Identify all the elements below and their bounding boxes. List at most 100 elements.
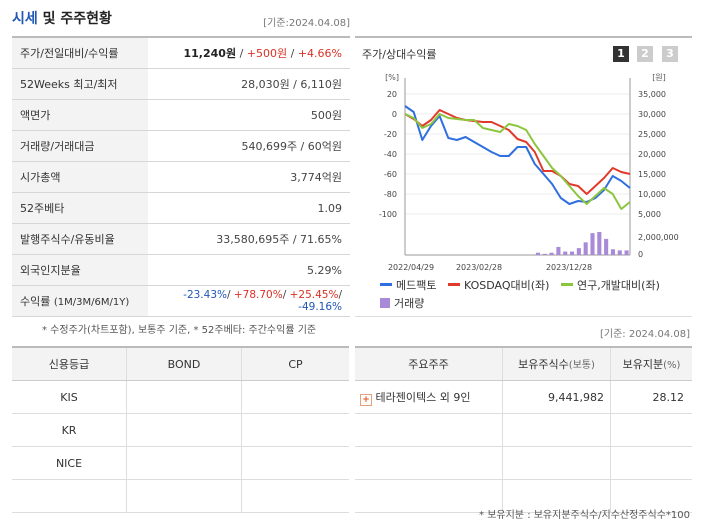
row-label: 외국인지분율	[12, 254, 148, 286]
page-title: 시세 및 주주현황	[12, 11, 112, 27]
right-tick-label: 10,000	[638, 190, 666, 199]
left-tick-label: -20	[384, 130, 397, 139]
volume-tick-label: 2,000,000	[638, 233, 679, 242]
table-row: 52주베타 1.09	[12, 192, 350, 224]
shareholder-table: 주요주주 보유주식수(보통) 보유지분(%) + 테라젠이텍스 외 9인 9,4…	[355, 346, 692, 513]
shares-cell: 9,441,982	[502, 380, 611, 414]
volume-bar	[617, 250, 622, 255]
right-tick-label: 30,000	[638, 110, 666, 119]
column-header: 보유주식수(보통)	[502, 346, 611, 381]
row-label: 52Weeks 최고/최저	[12, 68, 148, 100]
row-label: 액면가	[12, 99, 148, 131]
chart-page-3-button[interactable]: 3	[662, 46, 678, 62]
legend-item: KOSDAQ대비(좌)	[447, 277, 549, 293]
chart-panel	[355, 36, 692, 317]
stake-cell: 28.12	[610, 380, 692, 414]
volume-bar	[590, 233, 595, 255]
volume-bar	[610, 249, 615, 255]
reference-date: [기준:2024.04.08]	[263, 18, 350, 29]
row-label: 거래량/거래대금	[12, 130, 148, 162]
row-value: 28,030원 / 6,110원	[148, 68, 350, 100]
chart-title: 주가/상대수익률	[362, 48, 437, 61]
row-value: 3,774억원	[148, 161, 350, 193]
table-row: NICE	[12, 446, 349, 480]
right-tick-label: 25,000	[638, 130, 666, 139]
expand-plus-icon[interactable]: +	[360, 393, 372, 406]
bond-cell	[126, 479, 242, 513]
left-tick-label: -80	[384, 190, 397, 199]
column-header: 주요주주	[355, 346, 503, 381]
series-line	[404, 109, 631, 195]
x-tick-label: 2023/12/28	[546, 263, 592, 272]
volume-bar	[556, 246, 561, 255]
row-label: 발행주식수/유동비율	[12, 223, 148, 255]
row-value: 500원	[148, 99, 350, 131]
right-tick-label: 35,000	[638, 90, 666, 99]
table-row: 액면가 500원	[12, 99, 350, 131]
bond-cell	[126, 380, 242, 414]
legend-swatch	[380, 283, 392, 286]
credit-rating-table: 신용등급 BOND CP KIS KR NICE	[12, 346, 349, 513]
legend-item: 연구,개발대비(좌)	[560, 277, 660, 293]
chart-legend: 메드팩토 KOSDAQ대비(좌) 연구,개발대비(좌) 거래량	[380, 276, 690, 311]
cp-cell	[241, 413, 349, 447]
volume-bar	[542, 253, 547, 255]
table-row	[355, 479, 692, 513]
left-tick-label: -60	[384, 170, 397, 179]
table-header-row: 주요주주 보유주식수(보통) 보유지분(%)	[355, 346, 692, 381]
left-tick-label: 20	[387, 90, 397, 99]
legend-swatch	[380, 297, 390, 308]
row-value: 1.09	[148, 192, 350, 224]
x-tick-label: 2023/02/28	[456, 263, 502, 272]
volume-bar	[576, 248, 581, 255]
row-value: 33,580,695주 / 71.65%	[148, 223, 350, 255]
cp-cell	[241, 446, 349, 480]
table-row	[355, 446, 692, 480]
table-row	[355, 413, 692, 447]
quote-note: * 수정주가(차트포함), 보통주 기준, * 52주베타: 주간수익률 기준	[42, 325, 317, 336]
table-row: KR	[12, 413, 349, 447]
table-row: + 테라젠이텍스 외 9인 9,441,982 28.12	[355, 380, 692, 414]
legend-swatch	[560, 283, 573, 286]
row-label: 수익률 (1M/3M/6M/1Y)	[12, 285, 148, 317]
chart-page-2-button[interactable]: 2	[637, 46, 653, 62]
table-row: 52Weeks 최고/최저 28,030원 / 6,110원	[12, 68, 350, 100]
price-chart: [%] [원] 20 0 -20 -40 -60 -80 -100 35,000 30,000 25,…	[379, 73, 679, 272]
volume-tick-label: 0	[638, 250, 643, 259]
returns-value: -23.43%/ +78.70%/ +25.45%/ -49.16%	[148, 285, 350, 317]
volume-bar	[624, 250, 629, 255]
chart-reference-date: [기준: 2024.04.08]	[599, 329, 690, 340]
legend-item: 거래량	[380, 295, 690, 311]
agency-cell: NICE	[12, 446, 127, 480]
row-label: 시가총액	[12, 161, 148, 193]
volume-bar	[563, 251, 568, 255]
legend-swatch	[447, 283, 460, 286]
shareholder-name-cell: + 테라젠이텍스 외 9인	[355, 380, 503, 414]
series-line	[404, 105, 631, 205]
cp-cell	[241, 380, 349, 414]
shareholder-name[interactable]: 테라젠이텍스 외 9인	[375, 390, 471, 404]
shareholder-note: * 보유지분 : 보유지분주식수/지수산정주식수*100	[479, 510, 690, 521]
table-row: 거래량/거래대금 540,699주 / 60억원	[12, 130, 350, 162]
series-line	[404, 113, 631, 210]
right-axis-unit: [원]	[652, 73, 666, 82]
row-value: 5.29%	[148, 254, 350, 286]
left-tick-label: -100	[379, 210, 397, 219]
volume-bar	[535, 252, 540, 255]
cp-cell	[241, 479, 349, 513]
left-axis-unit: [%]	[385, 73, 399, 82]
chart-page-1-button[interactable]: 1	[613, 46, 629, 62]
bond-cell	[126, 446, 242, 480]
right-tick-label: 15,000	[638, 170, 666, 179]
left-tick-label: -40	[384, 150, 397, 159]
table-row: 수익률 (1M/3M/6M/1Y) -23.43%/ +78.70%/ +25.…	[12, 285, 350, 317]
x-tick-label: 2022/04/29	[388, 263, 434, 272]
row-label: 주가/전일대비/수익률	[12, 36, 148, 69]
volume-bar	[583, 242, 588, 255]
column-header: 신용등급	[12, 346, 127, 381]
row-value: 540,699주 / 60억원	[148, 130, 350, 162]
column-header: BOND	[126, 346, 242, 381]
quote-table: 주가/전일대비/수익률 11,240원 / +500원 / +4.66% 52W…	[12, 36, 350, 317]
right-tick-label: 20,000	[638, 150, 666, 159]
table-row	[12, 479, 349, 513]
